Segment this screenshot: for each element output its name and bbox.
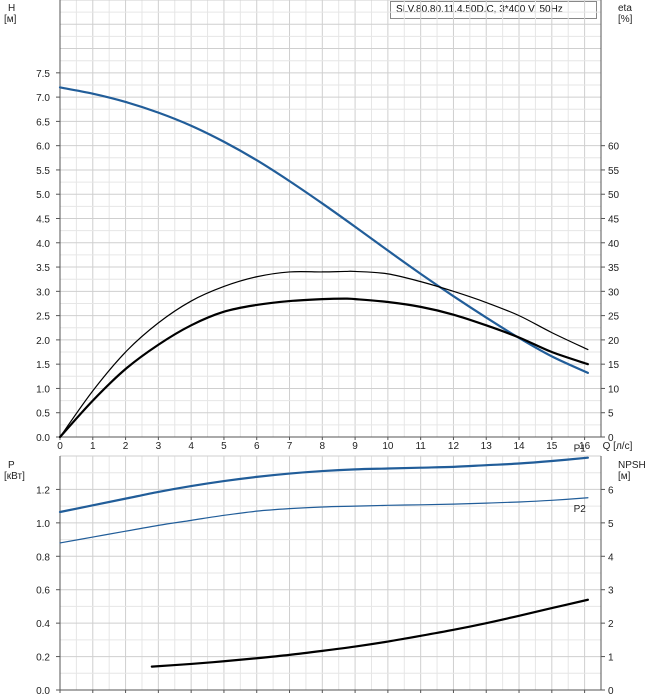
x-tick-label: 3 [156,441,162,452]
y-right-tick-label: 1 [608,653,614,664]
y-left-tick-label: 4.0 [36,239,50,250]
y-right-tick-label: 55 [608,166,620,177]
y-right-tick-label: 20 [608,336,620,347]
model-label: SLV.80.80.11.4.50D.C, 3*400 V, 50Hz [390,1,597,19]
series-line-npsh [150,598,589,668]
x-tick-label: 8 [320,441,326,452]
y-right-axis-label: NPSH [618,460,646,471]
series-line-eta-pump [59,270,589,438]
series-line-h [58,86,589,375]
series-label-p1: P1 [574,444,587,455]
y-left-tick-label: 5.0 [36,190,50,201]
x-tick-label: 5 [221,441,227,452]
y-right-axis-unit: [%] [618,14,633,25]
y-left-tick-label: 6.5 [36,117,50,128]
y-right-axis-label: eta [618,3,632,14]
y-right-tick-label: 25 [608,312,620,323]
y-left-tick-label: 2.5 [36,312,50,323]
y-right-tick-label: 10 [608,384,620,395]
y-left-tick-label: 0.6 [36,586,50,597]
y-right-tick-label: 5 [608,409,614,420]
y-right-tick-label: 15 [608,360,620,371]
y-left-axis-unit: [м] [4,14,17,25]
series-line-eta-total [58,297,589,439]
y-left-tick-label: 3.0 [36,287,50,298]
y-left-tick-label: 1.2 [36,485,50,496]
y-right-tick-label: 35 [608,263,620,274]
y-left-tick-label: 7.5 [36,69,50,80]
series-line-p2 [59,497,589,544]
x-tick-label: 10 [382,441,394,452]
y-left-tick-label: 0.5 [36,409,50,420]
x-tick-label: 7 [287,441,293,452]
y-left-tick-label: 0.2 [36,653,50,664]
x-tick-label: 13 [481,441,493,452]
y-right-tick-label: 60 [608,142,620,153]
y-right-tick-label: 0 [608,686,614,697]
x-tick-label: 9 [352,441,358,452]
y-right-tick-label: 3 [608,586,614,597]
x-tick-label: 14 [513,441,525,452]
series-label-p2: P2 [574,504,587,515]
y-right-tick-label: 30 [608,287,620,298]
y-left-tick-label: 6.0 [36,142,50,153]
y-left-tick-label: 4.5 [36,215,50,226]
y-right-tick-label: 0 [608,433,614,444]
y-left-tick-label: 0.8 [36,552,50,563]
x-tick-label: 11 [415,441,426,452]
y-left-tick-label: 2.0 [36,336,50,347]
y-left-tick-label: 3.5 [36,263,50,274]
y-left-tick-label: 1.0 [36,519,50,530]
x-tick-label: 0 [57,441,63,452]
x-axis-label: Q [л/с] [603,441,633,452]
x-tick-label: 4 [188,441,194,452]
x-tick-label: 6 [254,441,260,452]
series-line-p1 [58,456,589,514]
y-left-axis-label: P [8,460,15,471]
y-left-tick-label: 1.5 [36,360,50,371]
y-left-tick-label: 0.0 [36,686,50,697]
y-left-tick-label: 0.0 [36,433,50,444]
y-right-tick-label: 40 [608,239,620,250]
x-tick-label: 1 [90,441,96,452]
y-left-axis-label: H [8,3,15,14]
head-efficiency-panel: 0.0 0.5 1.0 1.5 2.0 2.5 3.0 3.5 4.0 4.5 5.0 5.5 6.0 6… [4,0,633,452]
y-right-tick-label: 5 [608,519,614,530]
x-tick-label: 16 [579,441,591,452]
y-right-tick-label: 6 [608,485,614,496]
y-left-tick-label: 0.4 [36,619,50,630]
y-right-tick-label: 45 [608,215,620,226]
x-tick-label: 15 [546,441,558,452]
y-right-tick-label: 4 [608,552,614,563]
y-right-tick-label: 2 [608,619,614,630]
y-left-tick-label: 7.0 [36,93,50,104]
y-right-tick-label: 50 [608,190,620,201]
y-left-tick-label: 1.0 [36,384,50,395]
y-left-tick-label: 5.5 [36,166,50,177]
x-tick-label: 2 [123,441,129,452]
y-right-axis-unit: [м] [618,471,631,482]
power-npsh-panel: 0.00.20.40.60.81.01.20123456P[кВт]NPSH[м… [4,444,646,697]
y-left-axis-unit: [кВт] [4,471,25,482]
x-tick-label: 12 [448,441,460,452]
